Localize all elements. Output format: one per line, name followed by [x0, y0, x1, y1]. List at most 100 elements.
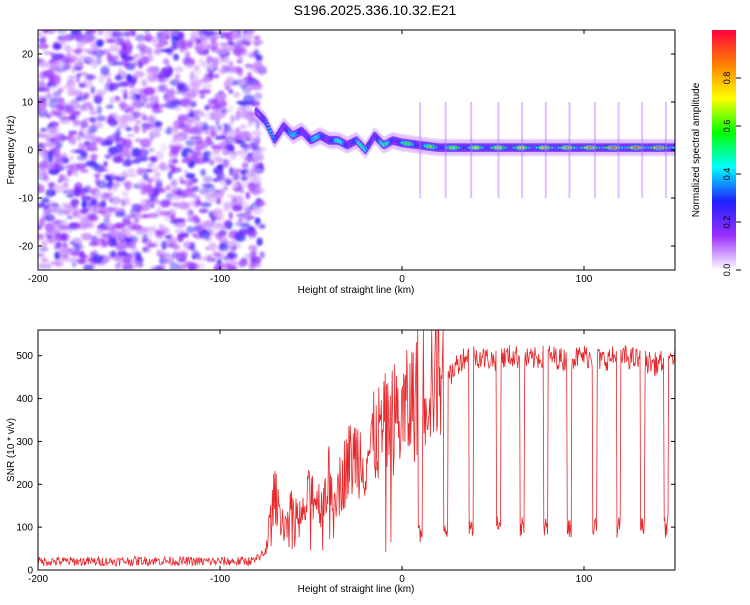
spectrogram-noise-cell: [246, 216, 255, 220]
spectrogram-noise-cell: [59, 133, 66, 143]
spectrogram-noise-cell: [143, 122, 155, 131]
spectrogram-noise-cell: [169, 182, 178, 192]
spectrogram-noise-cell: [184, 169, 189, 175]
spectrogram-ytick-label: 10: [22, 98, 34, 109]
spectrogram-noise-cell: [93, 173, 102, 178]
spectrogram-noise-cell: [64, 63, 72, 70]
spectrogram-noise-cell: [107, 115, 115, 125]
spectrogram-noise-cell: [231, 196, 237, 203]
spectrogram-noise-cell: [153, 165, 159, 175]
spectrogram-noise-cell: [185, 139, 196, 147]
spectrogram-noise-cell: [151, 239, 163, 247]
spectrogram-noise-cell: [88, 111, 97, 115]
spectrogram-noise-cell: [231, 80, 239, 86]
spectrogram-noise-cell: [169, 220, 180, 224]
spectrogram-noise-cell: [67, 82, 76, 90]
spectrogram-noise-cell: [75, 94, 88, 101]
spectrogram-noise-cell: [68, 257, 80, 263]
colorbar-gradient: [712, 30, 736, 270]
spectrogram-noise-cell: [133, 125, 140, 132]
spectrogram-burst: [544, 102, 547, 198]
spectrogram-noise-cell: [89, 206, 95, 215]
spectrogram-noise-cell: [143, 185, 154, 193]
spectrogram-noise-cell: [86, 56, 99, 63]
spectrogram-noise-cell: [180, 189, 193, 198]
spectrogram-noise-cell: [156, 249, 161, 257]
spectrogram-noise-cell: [171, 36, 181, 41]
spectrogram-noise-cell: [253, 162, 263, 169]
spectrogram-noise-cell: [45, 92, 53, 98]
spectrogram-noise-cell: [255, 120, 260, 130]
spectrogram-noise-cell: [210, 153, 222, 161]
spectrogram-noise-cell: [93, 208, 99, 216]
spectrogram-noise-cell: [42, 169, 48, 178]
spectrogram-noise-cell: [168, 243, 175, 249]
spectrogram-noise-cell: [220, 34, 225, 39]
spectrogram-noise-cell: [243, 253, 250, 262]
spectrogram-noise-cell: [61, 176, 68, 181]
spectrogram-noise-cell: [66, 215, 74, 220]
spectrogram-noise-cell: [167, 170, 173, 180]
spectrogram-noise-cell: [93, 204, 100, 209]
spectrogram-noise-cell: [96, 180, 108, 189]
spectrogram-noise-cell: [237, 106, 246, 112]
spectrogram-noise-cell: [200, 35, 210, 42]
spectrogram-noise-cell: [51, 111, 64, 117]
spectrogram-noise-cell: [172, 242, 179, 250]
spectrogram-noise-cell: [219, 244, 224, 251]
spectrogram-noise-cell: [102, 255, 112, 260]
spectrogram-noise-cell: [198, 208, 209, 214]
spectrogram-noise-cell: [152, 104, 161, 114]
snr-axes: -200 -100 0 100 0 100 200 300 400 500: [16, 330, 675, 585]
spectrogram-noise-cell: [75, 77, 81, 83]
spectrogram-noise-cell: [185, 63, 195, 69]
spectrogram-noise-cell: [117, 251, 128, 257]
spectrogram-noise-cell: [96, 228, 105, 234]
spectrogram-noise-cell: [43, 258, 50, 263]
spectrogram-noise-cell: [253, 35, 261, 40]
spectrogram-noise-cell: [214, 252, 221, 258]
spectrogram-noise-cell: [80, 36, 90, 44]
spectrogram-noise-cell: [250, 66, 262, 71]
spectrogram-noise-cell: [223, 148, 228, 154]
spectrogram-noise-cell: [104, 153, 112, 160]
spectrogram-noise-cell: [203, 151, 208, 157]
snr-xtick-label: 0: [399, 574, 405, 585]
snr-xtick-label: -100: [210, 574, 230, 585]
spectrogram-noise-cell: [103, 33, 114, 40]
spectrogram-noise-cell: [189, 71, 195, 79]
spectrogram-noise-cell: [195, 146, 202, 155]
spectrogram-noise-cell: [67, 75, 77, 79]
spectrogram-noise-cell: [117, 82, 129, 88]
spectrogram-noise-cell: [54, 233, 66, 241]
spectrogram-noise-cell: [100, 65, 110, 76]
spectrogram-noise-cell: [223, 220, 229, 228]
spectrogram-noise-cell: [90, 153, 98, 161]
spectrogram-noise-cell: [165, 202, 178, 207]
spectrogram-noise-cell: [259, 251, 265, 259]
spectrogram-noise-cell: [106, 175, 116, 181]
spectrogram-noise-cell: [155, 207, 163, 217]
spectrogram-noise-cell: [150, 265, 162, 270]
spectrogram-noise-cell: [45, 128, 54, 132]
spectrogram-noise-cell: [106, 135, 115, 140]
spectrogram-noise-cell: [131, 158, 141, 164]
spectrogram-noise-cell: [69, 222, 78, 227]
spectrogram-burst: [419, 102, 422, 198]
spectrogram-noise-cell: [58, 159, 64, 167]
spectrogram-noise-cell: [232, 172, 240, 181]
spectrogram-noise-cell: [90, 263, 96, 269]
spectrogram-noise-cell: [189, 199, 196, 207]
spectrogram-burst: [593, 102, 596, 198]
spectrogram-noise-cell: [97, 210, 106, 214]
spectrogram-noise-cell: [186, 40, 193, 48]
spectrogram-noise-cell: [108, 227, 116, 234]
spectrogram-noise-cell: [185, 173, 196, 179]
spectrogram-noise-cell: [57, 179, 62, 183]
spectrogram-noise-cell: [112, 181, 121, 188]
spectrogram-noise-cell: [148, 147, 155, 153]
spectrogram-noise-cell: [108, 45, 119, 52]
spectrogram-noise-cell: [38, 203, 41, 209]
spectrogram-noise-cell: [115, 208, 126, 213]
